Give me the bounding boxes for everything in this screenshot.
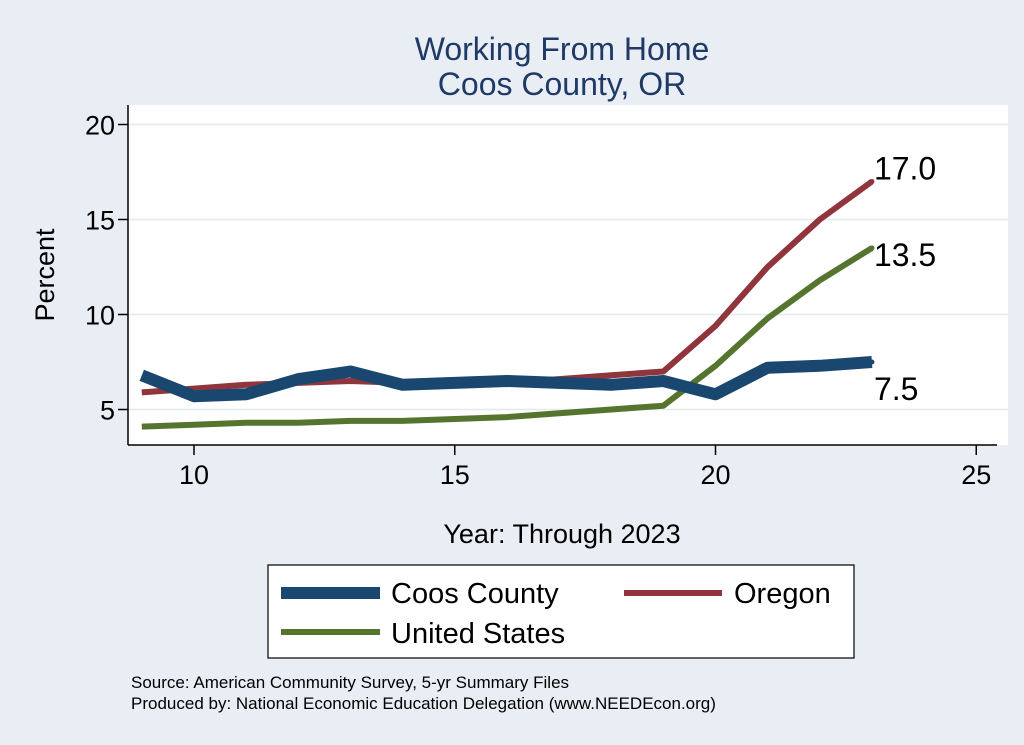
end-label-oregon: 17.0 [874, 151, 936, 187]
legend-box [267, 564, 855, 659]
end-label-united-states: 13.5 [874, 237, 936, 273]
x-tick-label-25: 25 [961, 460, 991, 490]
end-labels: 13.5 17.0 7.5 [874, 151, 936, 408]
x-tick-label-20: 20 [700, 460, 730, 490]
legend-label-united-states: United States [391, 618, 565, 650]
end-label-coos-county: 7.5 [874, 371, 918, 407]
series-lines [139, 179, 875, 430]
series-line-coos-county [139, 356, 873, 403]
grid-lines [128, 123, 1008, 411]
y-tick-label-15: 15 [85, 206, 115, 236]
y-tick-label-5: 5 [100, 396, 115, 426]
series-end-point-oregon [869, 179, 875, 184]
y-tick-label-20: 20 [85, 111, 115, 141]
source-note: Source: American Community Survey, 5-yr … [131, 673, 569, 692]
series-end-point-united-states [869, 245, 875, 251]
chart-subtitle: Coos County, OR [438, 66, 686, 102]
y-ticks: 5 10 15 20 [85, 111, 128, 426]
x-tick-label-10: 10 [179, 460, 209, 490]
produced-by-note: Produced by: National Economic Education… [131, 694, 716, 713]
series-line-united-states [141, 245, 874, 430]
y-tick-label-10: 10 [85, 301, 115, 331]
chart-title: Working From Home [415, 31, 710, 67]
series-end-point-coos-county [869, 359, 875, 365]
x-ticks: 10 15 20 25 [179, 445, 991, 490]
legend-label-coos-county: Coos County [391, 578, 559, 610]
x-tick-label-15: 15 [440, 460, 470, 490]
x-axis-title: Year: Through 2023 [443, 519, 680, 549]
legend-label-oregon: Oregon [734, 578, 831, 610]
y-axis-title: Percent [30, 228, 60, 322]
